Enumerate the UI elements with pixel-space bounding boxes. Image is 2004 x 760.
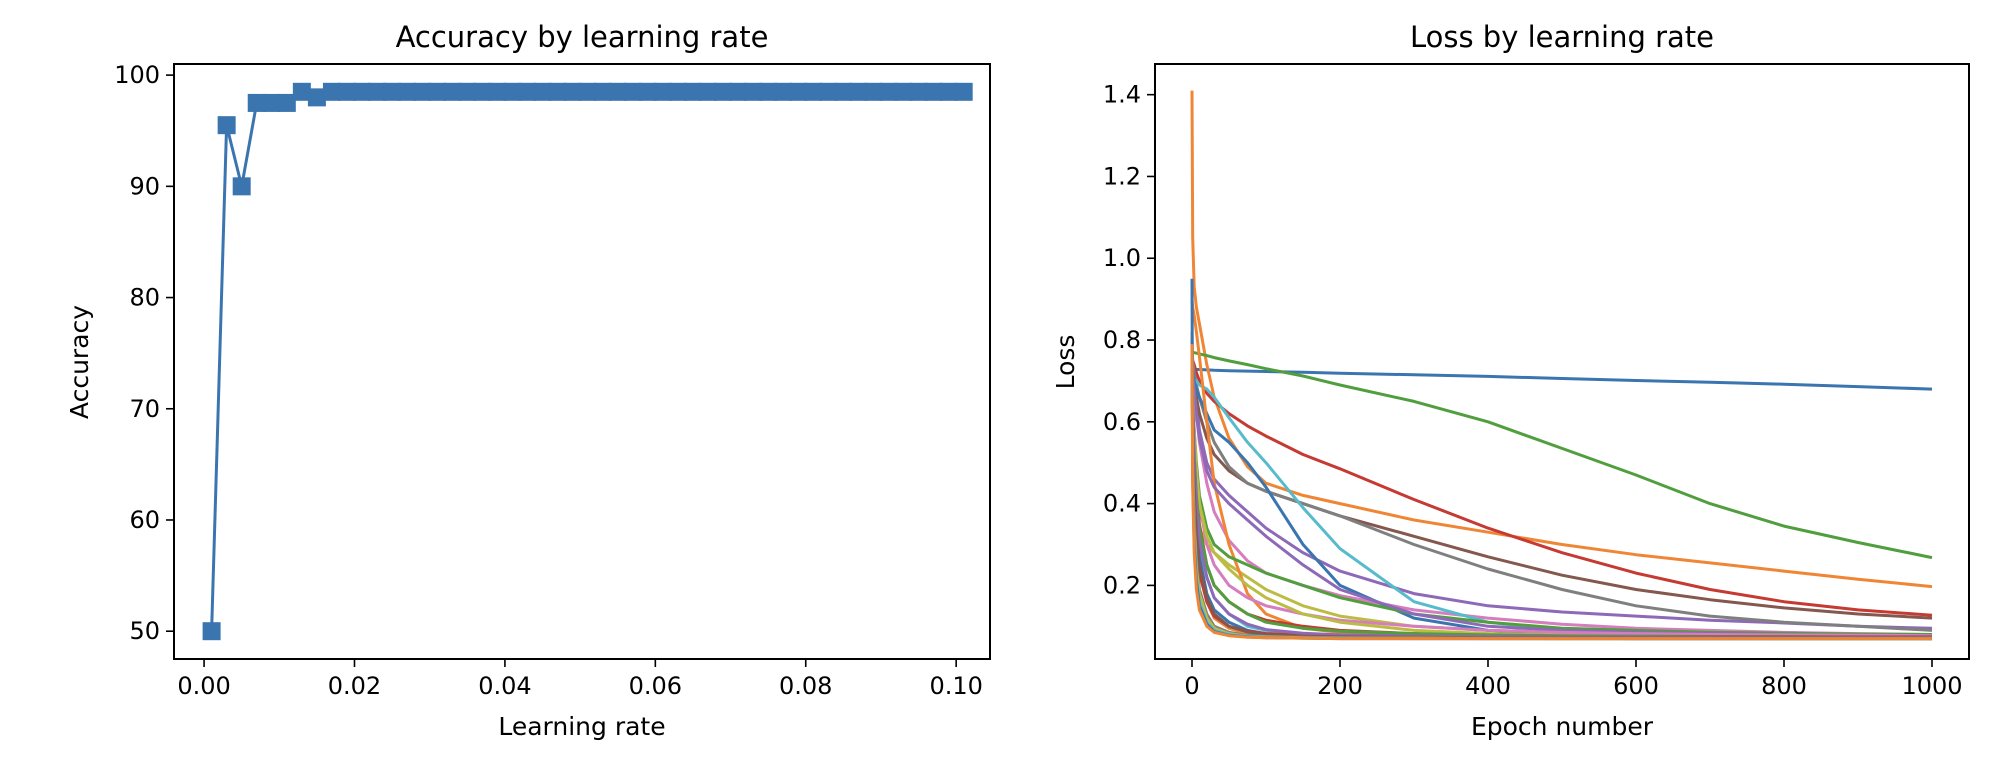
accuracy-chart-x-tick-label: 0.04 [478, 672, 531, 700]
accuracy-point [473, 82, 492, 101]
accuracy-point [307, 88, 326, 107]
loss-chart-y-tick-label: 1.4 [1103, 81, 1141, 109]
accuracy-point [939, 82, 958, 101]
accuracy-chart-y-tick-label: 70 [129, 395, 160, 423]
loss-chart-x-tick-label: 600 [1613, 672, 1659, 700]
accuracy-point [563, 82, 582, 101]
accuracy-point [653, 82, 672, 101]
loss-series-line-29 [1190, 344, 1932, 641]
loss-chart-x-tick-label: 400 [1465, 672, 1511, 700]
accuracy-chart-x-tick-label: 0.06 [629, 672, 682, 700]
loss-chart-x-label: Epoch number [1471, 712, 1654, 741]
accuracy-point [593, 82, 612, 101]
accuracy-chart-y-tick-label: 60 [129, 506, 160, 534]
accuracy-point [232, 177, 251, 196]
accuracy-chart-plot-area [202, 82, 973, 641]
loss-series-line-2 [1190, 90, 1933, 589]
accuracy-point [774, 82, 793, 101]
loss-chart-x-tick-label: 0 [1184, 672, 1199, 700]
accuracy-point [322, 82, 341, 101]
accuracy-point [488, 82, 507, 101]
accuracy-point [277, 93, 296, 112]
accuracy-point [247, 93, 266, 112]
accuracy-chart-x-tick-label: 0.00 [177, 672, 230, 700]
loss-chart-y-tick-label: 0.2 [1103, 571, 1141, 599]
accuracy-chart-x-axis: 0.00 0.02 0.04 0.06 0.08 0.10 [177, 659, 983, 700]
accuracy-point [894, 82, 913, 101]
accuracy-point [217, 116, 236, 135]
accuracy-point [864, 82, 883, 101]
accuracy-chart-y-tick-label: 100 [114, 61, 160, 89]
accuracy-chart-y-axis: 50 60 70 80 90 100 [114, 61, 174, 645]
accuracy-point [368, 82, 387, 101]
loss-chart-x-tick-label: 800 [1761, 672, 1807, 700]
accuracy-point [443, 82, 462, 101]
accuracy-point [834, 82, 853, 101]
accuracy-point [924, 82, 943, 101]
loss-chart-plot-area [1190, 90, 1933, 641]
accuracy-point [623, 82, 642, 101]
accuracy-point [533, 82, 552, 101]
loss-series-group [1190, 90, 1933, 641]
accuracy-point [413, 82, 432, 101]
accuracy-point [578, 82, 597, 101]
accuracy-chart-y-tick-label: 80 [129, 284, 160, 312]
accuracy-chart-y-label: Accuracy [65, 305, 94, 419]
accuracy-chart-title: Accuracy by learning rate [396, 20, 769, 54]
loss-chart-frame [1154, 63, 1970, 660]
accuracy-point [698, 82, 717, 101]
accuracy-point [879, 82, 898, 101]
accuracy-chart-x-tick-label: 0.08 [779, 672, 832, 700]
accuracy-point [518, 82, 537, 101]
accuracy-point [353, 82, 372, 101]
accuracy-point [292, 82, 311, 101]
loss-chart-title: Loss by learning rate [1410, 20, 1714, 54]
accuracy-point [503, 82, 522, 101]
accuracy-point [789, 82, 808, 101]
loss-chart-y-tick-label: 0.4 [1103, 490, 1141, 518]
loss-series-line-3 [1191, 350, 1933, 560]
loss-chart-y-tick-label: 1.2 [1103, 162, 1141, 190]
accuracy-point [428, 82, 447, 101]
accuracy-chart-x-tick-label: 0.10 [929, 672, 982, 700]
loss-chart-y-tick-label: 0.6 [1103, 408, 1141, 436]
accuracy-chart: Accuracy by learning rate 0.00 0.02 0.04 0.… [65, 20, 991, 741]
accuracy-chart-y-tick-label: 50 [129, 617, 160, 645]
loss-chart-x-tick-label: 200 [1317, 672, 1363, 700]
accuracy-point [668, 82, 687, 101]
accuracy-point [954, 82, 973, 101]
accuracy-point [458, 82, 477, 101]
accuracy-point [398, 82, 417, 101]
accuracy-point [337, 82, 356, 101]
loss-chart-y-tick-label: 0.8 [1103, 326, 1141, 354]
loss-chart-y-label: Loss [1051, 335, 1080, 390]
accuracy-point [638, 82, 657, 101]
accuracy-point [548, 82, 567, 101]
accuracy-chart-frame [173, 63, 991, 660]
accuracy-point [608, 82, 627, 101]
accuracy-chart-x-label: Learning rate [498, 712, 665, 741]
accuracy-point [744, 82, 763, 101]
accuracy-point [819, 82, 838, 101]
accuracy-point [729, 82, 748, 101]
accuracy-point [849, 82, 868, 101]
accuracy-point [683, 82, 702, 101]
accuracy-point [804, 82, 823, 101]
accuracy-chart-y-tick-label: 90 [129, 172, 160, 200]
accuracy-point [262, 93, 281, 112]
accuracy-point [714, 82, 733, 101]
accuracy-point [759, 82, 778, 101]
loss-chart-y-tick-label: 1.0 [1103, 244, 1141, 272]
accuracy-point [383, 82, 402, 101]
accuracy-point [909, 82, 928, 101]
loss-series-line-4 [1190, 356, 1933, 617]
accuracy-chart-x-tick-label: 0.02 [328, 672, 381, 700]
loss-chart: Loss by learning rate 0 200 400 600 800 1000 … [1051, 20, 1970, 741]
loss-chart-y-axis: 0.2 0.4 0.6 0.8 1.0 1.2 1.4 [1103, 81, 1155, 599]
loss-chart-x-axis: 0 200 400 600 800 1000 [1184, 659, 1963, 700]
accuracy-point [202, 622, 221, 641]
loss-chart-x-tick-label: 1000 [1901, 672, 1962, 700]
